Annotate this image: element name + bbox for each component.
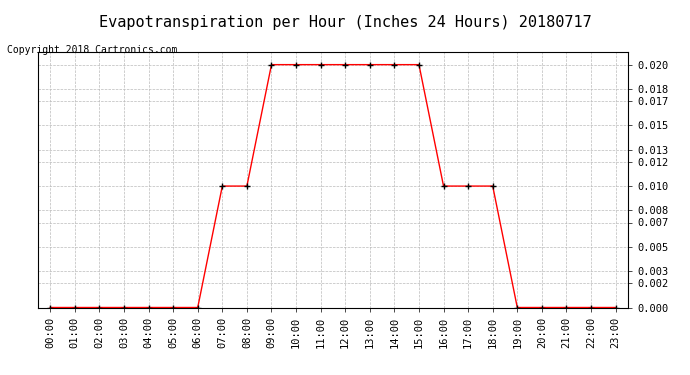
Text: ET  (Inches): ET (Inches) <box>548 39 618 49</box>
Text: Copyright 2018 Cartronics.com: Copyright 2018 Cartronics.com <box>7 45 177 55</box>
Text: Evapotranspiration per Hour (Inches 24 Hours) 20180717: Evapotranspiration per Hour (Inches 24 H… <box>99 15 591 30</box>
